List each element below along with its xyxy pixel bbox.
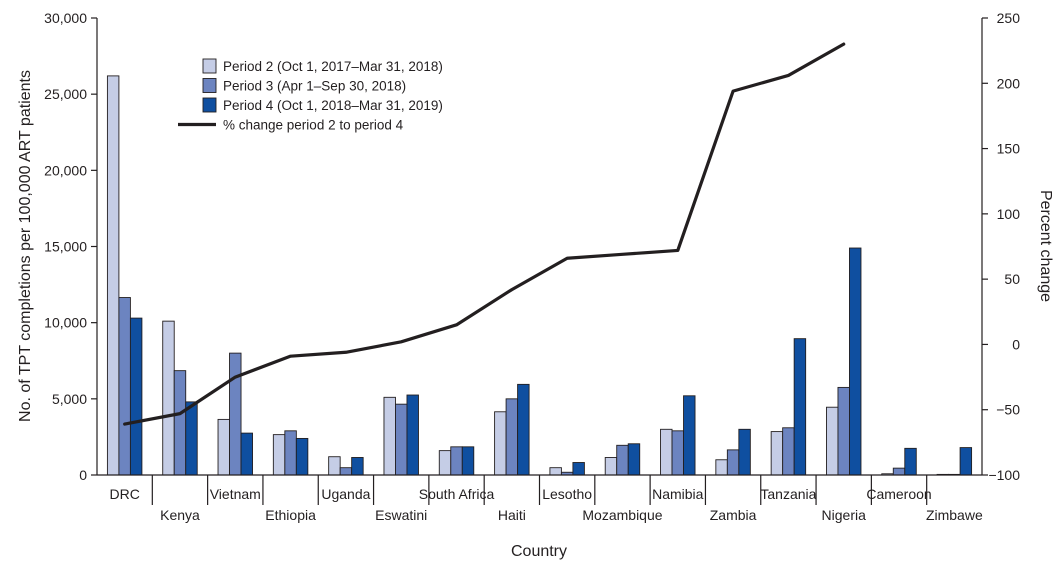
bar-lesotho-s1 <box>549 467 562 476</box>
x-category-label: South Africa <box>419 486 495 502</box>
y2-tick-label: 50 <box>1004 271 1020 287</box>
x-category-label: Namibia <box>652 486 704 502</box>
x-category-label: Eswatini <box>375 507 427 523</box>
y-tick-label: 0 <box>79 467 87 483</box>
bar-haiti-s2 <box>505 398 519 476</box>
bar-zimbawe-s3 <box>959 447 973 476</box>
bar-south-africa-s1 <box>438 450 452 476</box>
x-category-label: Zimbawe <box>926 507 983 523</box>
bar-uganda-s2 <box>339 467 353 476</box>
y2-tick-label: 250 <box>997 10 1021 26</box>
y2-tick-label: 150 <box>997 141 1021 157</box>
bar-drc-s3 <box>129 317 143 476</box>
bar-ethiopia-s2 <box>284 430 297 476</box>
bar-vietnam-s2 <box>229 352 242 476</box>
bar-mozambique-s3 <box>627 443 641 476</box>
x-category-label: DRC <box>109 486 139 502</box>
legend-swatch-3 <box>202 97 217 113</box>
x-category-label: Mozambique <box>582 507 662 523</box>
y-tick-label: 25,000 <box>44 86 87 102</box>
x-category-label: Zambia <box>710 507 757 523</box>
y2-tick-label: 0 <box>1012 336 1020 352</box>
bar-namibia-s2 <box>671 430 684 476</box>
x-axis-title: Country <box>511 543 567 560</box>
x-category-label: Haiti <box>498 507 526 523</box>
x-category-label: Kenya <box>160 507 200 523</box>
bar-uganda-s1 <box>328 456 341 476</box>
bar-south-africa-s3 <box>461 446 475 476</box>
legend-label-1: Period 2 (Oct 1, 2017–Mar 31, 2018) <box>223 59 443 74</box>
legend-label-2: Period 3 (Apr 1–Sep 30, 2018) <box>223 79 406 94</box>
bar-zambia-s3 <box>738 428 751 476</box>
x-category-label: Uganda <box>321 486 370 502</box>
x-category-label: Vietnam <box>210 486 261 502</box>
bar-tanzania-s1 <box>770 431 784 476</box>
percent-change-line <box>123 42 846 426</box>
y2-tick-label: −100 <box>988 467 1020 483</box>
bar-vietnam-s1 <box>217 418 230 476</box>
bar-uganda-s3 <box>351 457 364 476</box>
y2-tick-label: 100 <box>997 206 1021 222</box>
bar-zambia-s2 <box>726 449 740 476</box>
bar-ethiopia-s3 <box>295 437 309 476</box>
x-category-label: Ethiopia <box>265 507 316 523</box>
x-category-label: Cameroon <box>866 486 931 502</box>
y2-axis-title: Percent change <box>1037 190 1054 302</box>
bar-eswatini-s2 <box>395 403 408 476</box>
bar-drc-s2 <box>118 297 131 476</box>
bar-series-group <box>106 75 973 476</box>
bar-namibia-s3 <box>683 395 696 476</box>
bar-south-africa-s2 <box>450 446 463 476</box>
bar-nigeria-s1 <box>826 406 839 476</box>
percent-change-line-group <box>123 42 846 426</box>
legend: Period 2 (Oct 1, 2017–Mar 31, 2018) Perio… <box>178 58 443 133</box>
bar-nigeria-s2 <box>837 386 850 476</box>
x-category-label: Lesotho <box>542 486 592 502</box>
axes-group: 0 5,000 10,000 15,000 20,000 25,000 30,000 −100… <box>44 10 1020 523</box>
legend-swatch-2 <box>202 78 217 93</box>
y-axis-title: No. of TPT completions per 100,000 ART p… <box>17 70 34 422</box>
bar-mozambique-s1 <box>604 457 618 476</box>
bar-haiti-s3 <box>517 383 530 476</box>
y-tick-label: 5,000 <box>52 391 87 407</box>
bar-drc-s1 <box>106 75 120 476</box>
y2-tick-label: −50 <box>996 402 1020 418</box>
y-tick-label: 15,000 <box>44 239 87 255</box>
legend-swatch-1 <box>202 58 217 74</box>
bar-tanzania-s2 <box>782 427 795 476</box>
bar-zambia-s1 <box>715 459 728 476</box>
y-tick-label: 30,000 <box>44 10 87 26</box>
bar-kenya-s1 <box>162 320 175 476</box>
legend-label-4: % change period 2 to period 4 <box>223 118 404 133</box>
bar-kenya-s3 <box>185 401 198 476</box>
y-tick-label: 20,000 <box>44 162 87 178</box>
bar-eswatini-s3 <box>406 394 419 476</box>
x-category-label: Nigeria <box>822 507 867 523</box>
bar-vietnam-s3 <box>240 432 253 476</box>
bar-eswatini-s1 <box>383 396 396 476</box>
legend-label-3: Period 4 (Oct 1, 2018–Mar 31, 2019) <box>223 98 443 113</box>
bar-namibia-s1 <box>660 428 673 476</box>
bar-nigeria-s3 <box>849 247 862 476</box>
bar-lesotho-s3 <box>572 462 585 476</box>
y-tick-label: 10,000 <box>44 315 87 331</box>
x-category-label: Tanzania <box>760 486 816 502</box>
y2-tick-label: 200 <box>997 75 1021 91</box>
bar-mozambique-s2 <box>616 444 629 476</box>
bar-haiti-s1 <box>494 411 507 476</box>
bar-cameroon-s2 <box>892 467 906 476</box>
bar-tanzania-s3 <box>793 338 807 476</box>
bar-kenya-s2 <box>173 370 187 476</box>
bar-cameroon-s3 <box>904 447 917 476</box>
bar-ethiopia-s1 <box>272 434 286 476</box>
